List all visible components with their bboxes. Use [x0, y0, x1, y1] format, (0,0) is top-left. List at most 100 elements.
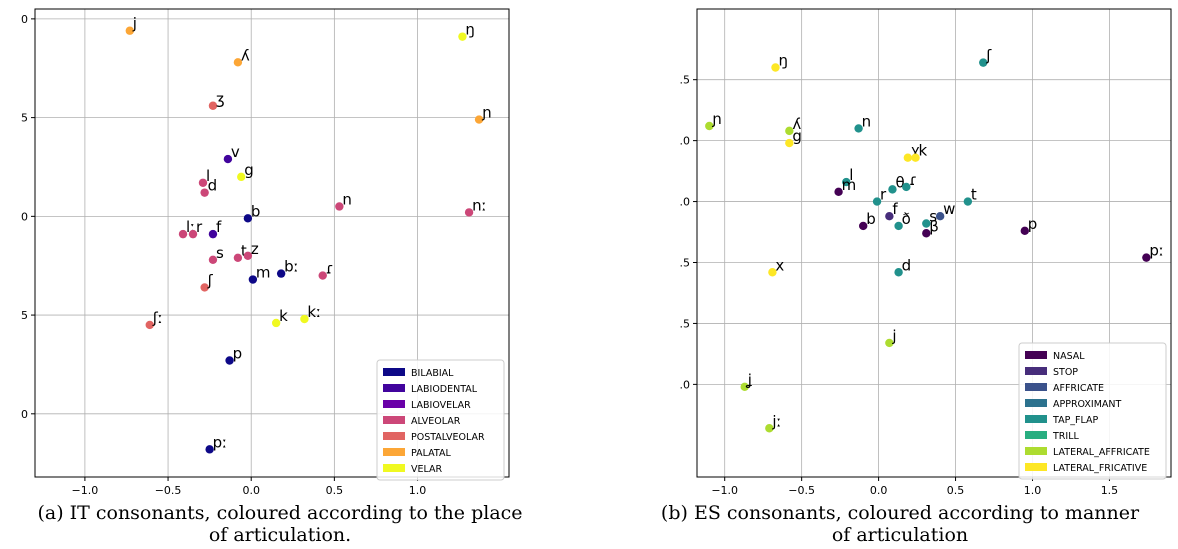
point-label: kː: [307, 303, 321, 321]
point-label: ʎ: [792, 115, 801, 133]
data-point: [335, 202, 344, 211]
legend-swatch: [383, 368, 405, 376]
legend-swatch: [1025, 399, 1047, 407]
data-point: [834, 187, 843, 197]
legend-swatch: [383, 448, 405, 456]
plot-frame: [696, 8, 1172, 478]
x-tick-label: 0.5: [947, 484, 965, 497]
legend-swatch: [1025, 383, 1047, 391]
data-point: [178, 229, 188, 239]
legend-label: NASAL: [1053, 351, 1085, 362]
legend-label: PALATAL: [411, 448, 451, 459]
point-label: ɲ: [481, 104, 492, 122]
point-label: pː: [1149, 242, 1164, 260]
point-label: t: [971, 186, 977, 204]
data-point: [768, 268, 777, 277]
chart-panel-it-consonants: −1.0−0.50.00.51.005050wjŋʎʒɲvgldnnːblːrf…: [21, 8, 510, 497]
x-tick-label: 1.0: [1024, 484, 1042, 497]
point-label: b: [251, 202, 261, 220]
point-label: ɾ: [326, 260, 334, 278]
point-label: ð: [902, 210, 911, 228]
point-label: ŋ: [465, 21, 475, 39]
point-label: z: [251, 240, 259, 258]
data-point: [1142, 253, 1151, 262]
legend-label: STOP: [1053, 367, 1078, 378]
point-label: d: [902, 256, 912, 274]
legend-swatch: [383, 432, 405, 440]
legend-label: APPROXIMANT: [1053, 399, 1122, 410]
data-point: [464, 208, 474, 217]
data-point: [243, 251, 253, 261]
data-point: [205, 445, 214, 454]
legend: NASAL STOP AFFRICATE APPROXIMANT TAP_FLAP TRI…: [1018, 342, 1167, 480]
data-points: wjŋʎʒɲvgldnnːblːrftzsbːmɾʃkkːʃːppː: [125, 15, 492, 454]
point-label: r: [196, 218, 203, 236]
legend-label: LABIOVELAR: [411, 400, 471, 411]
legend-label: POSTALVEOLAR: [411, 432, 485, 443]
point-label: j: [132, 15, 137, 33]
data-point: [705, 121, 714, 131]
point-label: n: [862, 112, 872, 130]
data-point: [145, 320, 154, 330]
point-label: m: [256, 264, 271, 282]
data-point: [888, 185, 897, 194]
data-point: [935, 211, 945, 221]
point-label: b: [866, 210, 876, 228]
x-tick-label: −0.5: [788, 484, 815, 497]
data-point: [474, 115, 484, 124]
data-point: [785, 126, 794, 136]
point-label: k: [919, 142, 928, 160]
legend-swatch: [1025, 463, 1047, 471]
data-point: [922, 219, 931, 228]
point-label: θ: [895, 173, 904, 191]
grid: [697, 9, 1171, 477]
point-label: r: [880, 186, 887, 204]
y-tick-label: .5: [680, 317, 691, 330]
legend-box: [376, 359, 505, 481]
data-point: [200, 283, 209, 292]
point-label: pː: [213, 433, 228, 451]
legend-label: ALVEOLAR: [411, 416, 461, 427]
x-tick-label: −1.0: [72, 484, 99, 497]
legend-swatch: [383, 384, 405, 392]
point-label: v: [231, 143, 240, 161]
legend-label: LABIODENTAL: [411, 384, 478, 395]
chart-panel-es-consonants: −1.0 −0.5 0.0 0.5 1.0 1.5 .0 .5 .0 .5 .0 .5 ʃ ŋ ɲ ʎ n g ɣk…: [680, 8, 1172, 497]
legend-label: LATERAL_AFFRICATE: [1053, 447, 1150, 458]
data-point: [903, 153, 913, 162]
x-tick-label: −1.0: [711, 484, 738, 497]
y-tick-label: .5: [680, 74, 691, 87]
data-point: [271, 318, 281, 328]
x-tick-label: −0.5: [155, 484, 182, 497]
data-point: [922, 229, 931, 238]
y-tick-label: .5: [680, 257, 691, 270]
point-label: g: [244, 161, 254, 179]
legend-swatch: [1025, 415, 1047, 423]
data-point: [740, 382, 749, 392]
data-point: [237, 172, 246, 182]
plot-frame: [34, 8, 510, 478]
legend-label: BILABIAL: [411, 368, 454, 379]
data-point: [208, 101, 218, 110]
data-point: [894, 268, 903, 277]
point-label: m: [842, 176, 857, 194]
data-point: [233, 58, 243, 67]
data-point: [771, 63, 780, 72]
point-label: nː: [472, 196, 487, 214]
data-point: [276, 269, 286, 278]
data-point: [885, 338, 894, 348]
point-label: ʝ: [746, 371, 753, 389]
point-label: ŋ: [778, 52, 788, 70]
data-point: [854, 124, 863, 133]
legend-swatch: [383, 464, 405, 472]
x-tick-label: 0.0: [870, 484, 888, 497]
caption-b: (b) ES consonants, coloured according to…: [660, 502, 1140, 546]
point-label: ʃ: [207, 271, 214, 289]
x-tick-label: 0.0: [242, 484, 260, 497]
data-point: [1020, 226, 1029, 236]
point-label: k: [279, 307, 288, 325]
data-point: [188, 229, 198, 239]
data-point: [902, 182, 911, 192]
point-label: s: [929, 208, 937, 226]
